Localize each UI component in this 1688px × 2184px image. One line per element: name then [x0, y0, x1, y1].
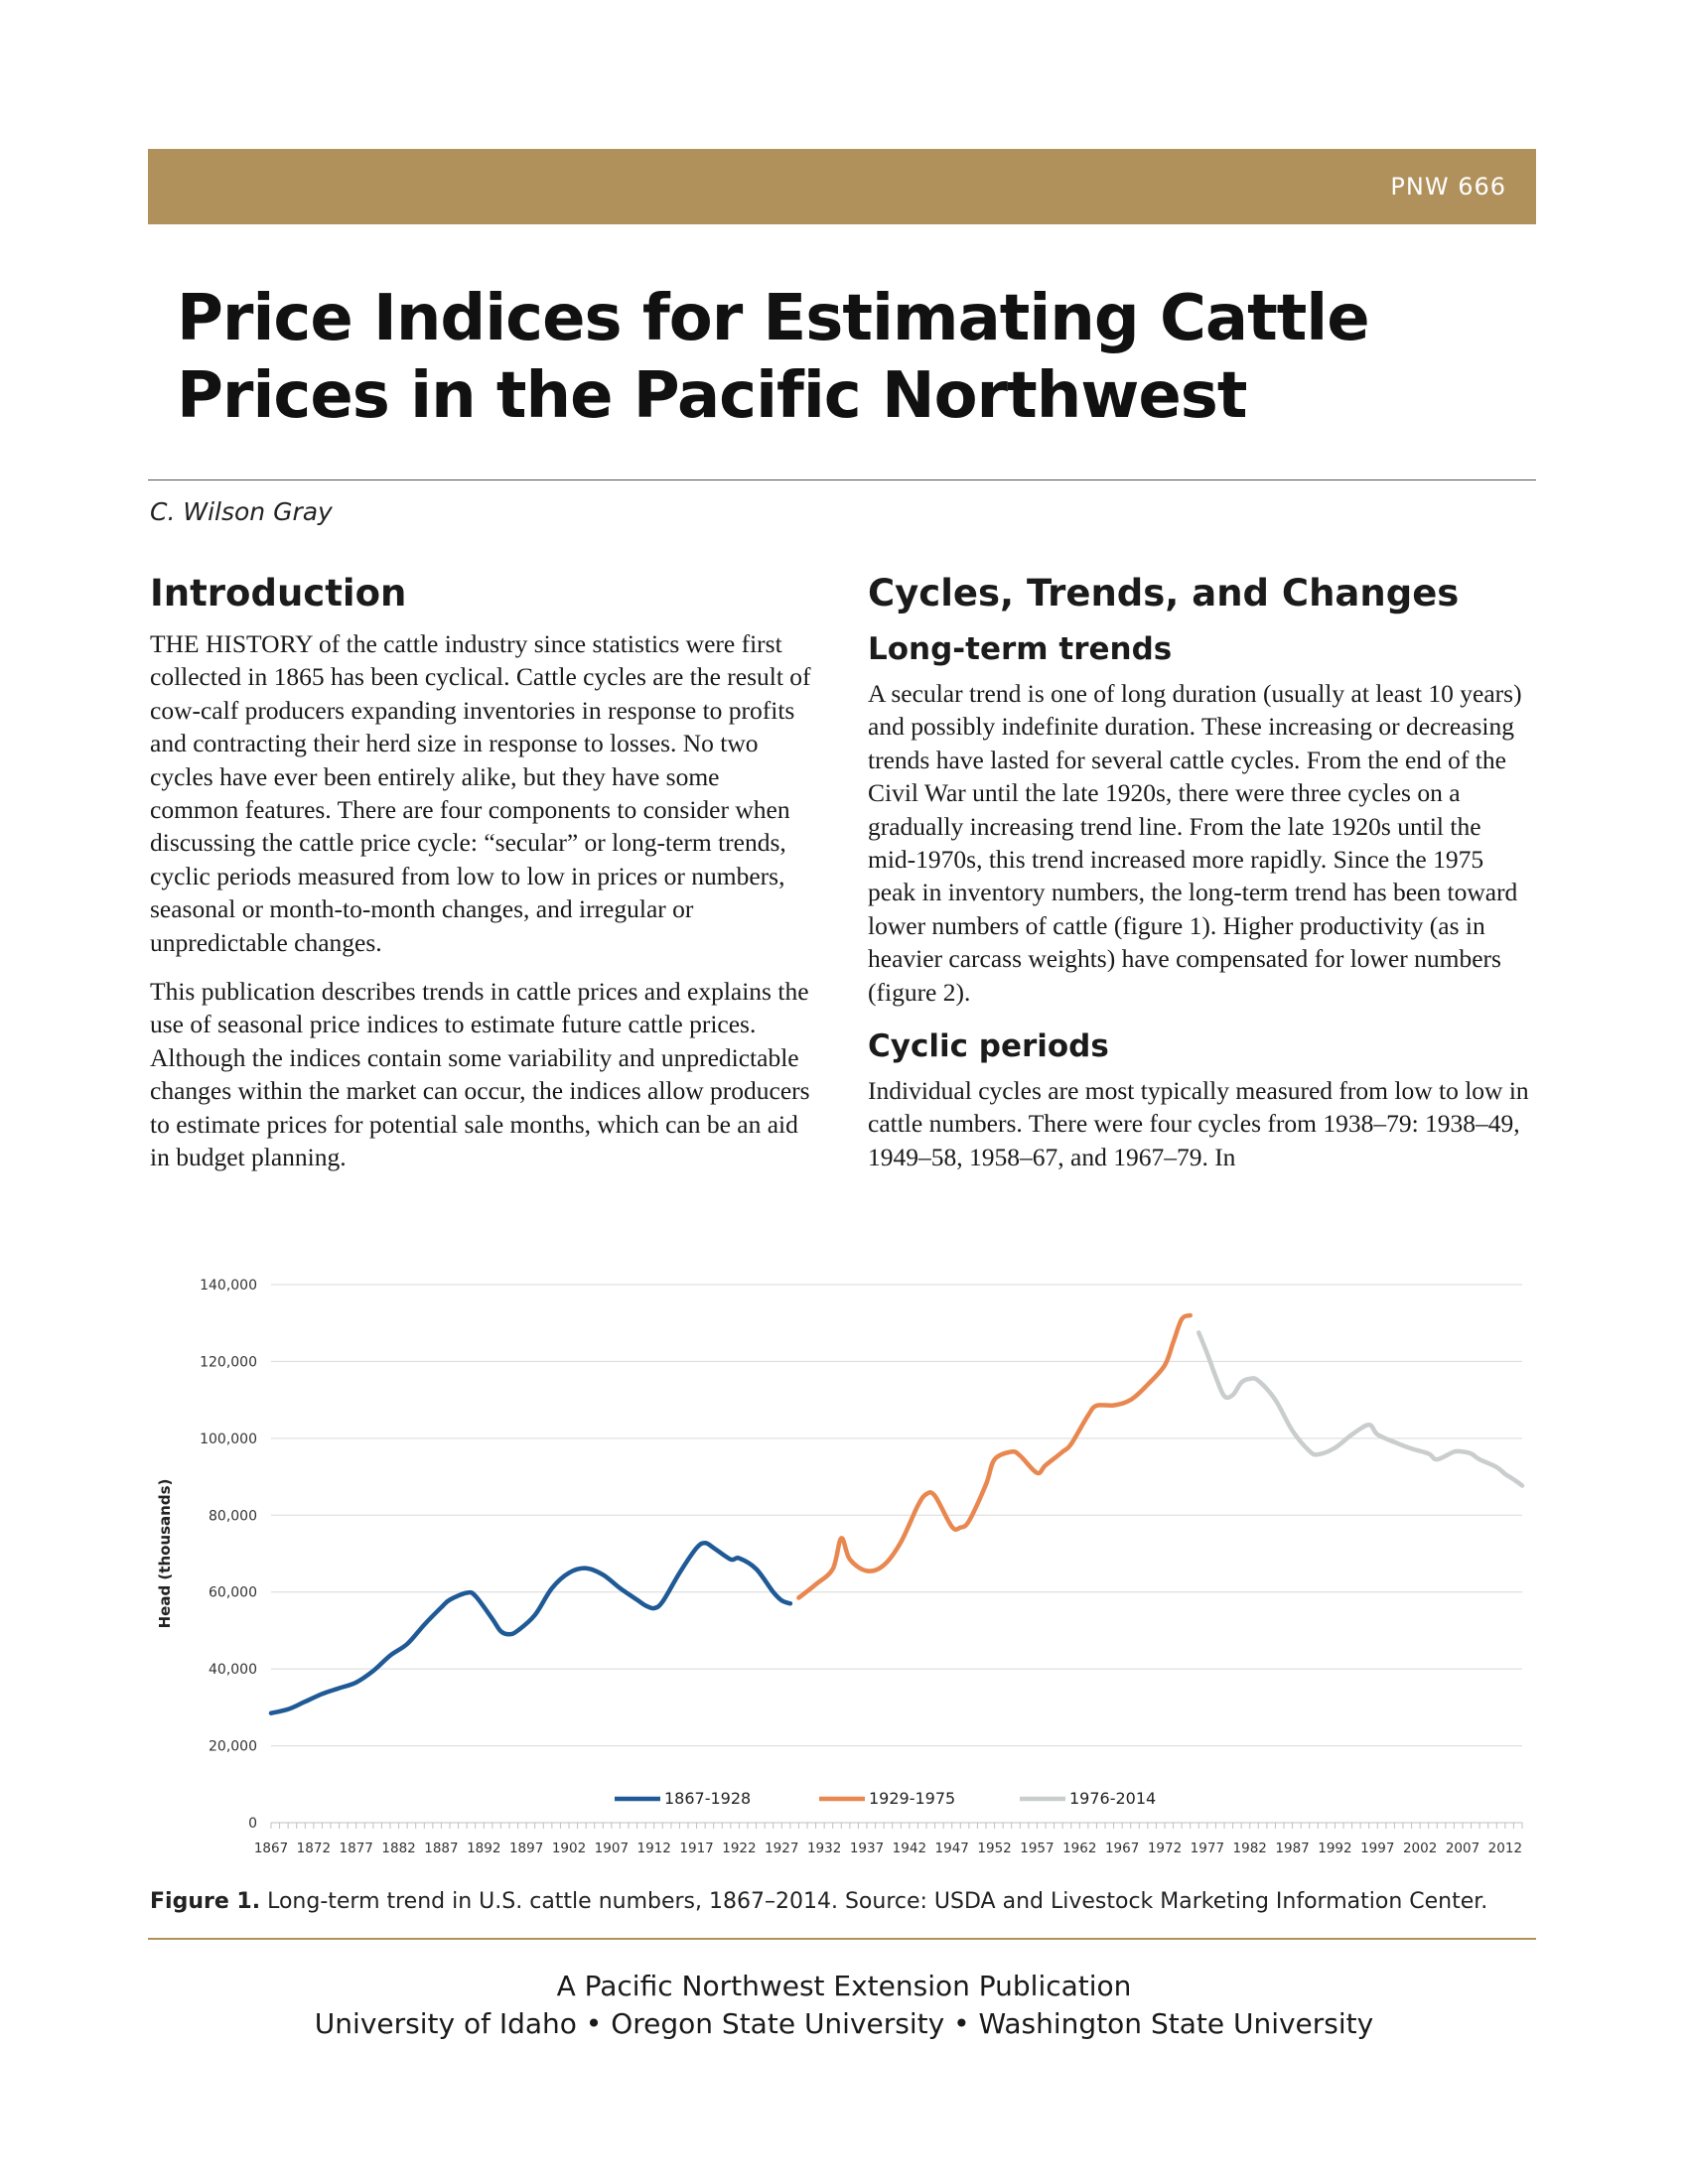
figure-caption-text: Long-term trend in U.S. cattle numbers, …: [267, 1889, 1488, 1914]
left-column: Introduction THE HISTORY of the cattle i…: [150, 568, 813, 1190]
x-tick-label: 1897: [509, 1841, 543, 1856]
x-tick-label: 1887: [424, 1841, 458, 1856]
legend-label: 1976-2014: [1069, 1789, 1156, 1808]
x-tick-label: 1867: [254, 1841, 288, 1856]
x-tick-label: 1992: [1318, 1841, 1351, 1856]
x-tick-label: 1962: [1062, 1841, 1096, 1856]
footer-line-1: A Pacific Northwest Extension Publicatio…: [556, 1970, 1132, 2002]
legend-label: 1867-1928: [664, 1789, 751, 1808]
x-tick-label: 1967: [1105, 1841, 1139, 1856]
cattle-numbers-chart: 0 20,000 40,000 60,000 80,000 100,000 120,000 1…: [148, 1263, 1536, 1888]
x-tick-label: 1972: [1148, 1841, 1182, 1856]
legend-label: 1929-1975: [869, 1789, 955, 1808]
intro-heading: Introduction: [150, 572, 407, 614]
x-tick-label: 1932: [807, 1841, 841, 1856]
long-term-trends-heading: Long-term trends: [868, 631, 1173, 667]
y-tick-label: 60,000: [209, 1585, 257, 1601]
x-tick-label: 1947: [935, 1841, 969, 1856]
cyclic-periods-paragraph: Individual cycles are most typically mea…: [868, 1076, 1529, 1171]
y-tick-label: 40,000: [209, 1662, 257, 1678]
intro-paragraph-1: THE HISTORY of the cattle industry since…: [150, 629, 811, 957]
y-axis-title: Head (thousands): [156, 1479, 174, 1629]
footer-divider: [148, 1938, 1536, 1940]
x-tick-label: 1882: [381, 1841, 415, 1856]
series-line-1976-2014: [1196, 1330, 1525, 1488]
cycles-heading: Cycles, Trends, and Changes: [868, 572, 1460, 614]
x-tick-label: 1952: [977, 1841, 1011, 1856]
x-tick-label: 1912: [637, 1841, 671, 1856]
x-tick-label: 1997: [1360, 1841, 1394, 1856]
x-tick-label: 1927: [765, 1841, 798, 1856]
x-tick-label: 1872: [297, 1841, 331, 1856]
x-tick-label: 1917: [679, 1841, 713, 1856]
y-tick-label: 0: [248, 1816, 257, 1832]
cyclic-periods-heading: Cyclic periods: [868, 1028, 1109, 1065]
header-bar: PNW 666: [148, 149, 1536, 224]
series-line-1929-1975: [796, 1312, 1193, 1600]
title-divider: [148, 479, 1536, 480]
y-tick-label: 80,000: [209, 1508, 257, 1524]
page-title: Price Indices for Estimating Cattle Pric…: [177, 282, 1370, 433]
y-tick-label: 100,000: [200, 1432, 257, 1447]
footer: A Pacific Northwest Extension Publicatio…: [0, 1968, 1688, 2043]
x-tick-label: 1922: [722, 1841, 756, 1856]
y-tick-label: 120,000: [200, 1354, 257, 1370]
right-column: Cycles, Trends, and Changes Long-term tr…: [868, 568, 1531, 1189]
author: C. Wilson Gray: [150, 497, 333, 526]
x-tick-label: 2002: [1403, 1841, 1437, 1856]
y-tick-label: 20,000: [209, 1739, 257, 1755]
long-term-trends-paragraph: A secular trend is one of long duration …: [868, 679, 1522, 1007]
x-tick-label: 1907: [595, 1841, 629, 1856]
x-tick-label: 2007: [1446, 1841, 1479, 1856]
x-tick-label: 1977: [1191, 1841, 1224, 1856]
footer-line-2: University of Idaho • Oregon State Unive…: [314, 2007, 1374, 2040]
x-tick-label: 1877: [340, 1841, 373, 1856]
chart-svg: 0 20,000 40,000 60,000 80,000 100,000 120,000 1…: [156, 1278, 1525, 1856]
x-tick-label: 1937: [850, 1841, 884, 1856]
x-tick-label: 1892: [467, 1841, 500, 1856]
intro-paragraph-2: This publication describes trends in cat…: [150, 977, 810, 1172]
series-line-1867-1928: [268, 1540, 793, 1715]
x-tick-label: 1902: [552, 1841, 586, 1856]
x-tick-label: 1942: [893, 1841, 926, 1856]
y-tick-label: 140,000: [200, 1278, 257, 1294]
x-tick-label: 1957: [1020, 1841, 1054, 1856]
x-tick-label: 1982: [1233, 1841, 1267, 1856]
x-tick-label: 1987: [1275, 1841, 1309, 1856]
publication-id: PNW 666: [1390, 173, 1506, 201]
figure-caption-lead: Figure 1.: [150, 1889, 261, 1914]
figure-caption: Figure 1. Long-term trend in U.S. cattle…: [150, 1889, 1487, 1914]
x-tick-label: 2012: [1488, 1841, 1522, 1856]
